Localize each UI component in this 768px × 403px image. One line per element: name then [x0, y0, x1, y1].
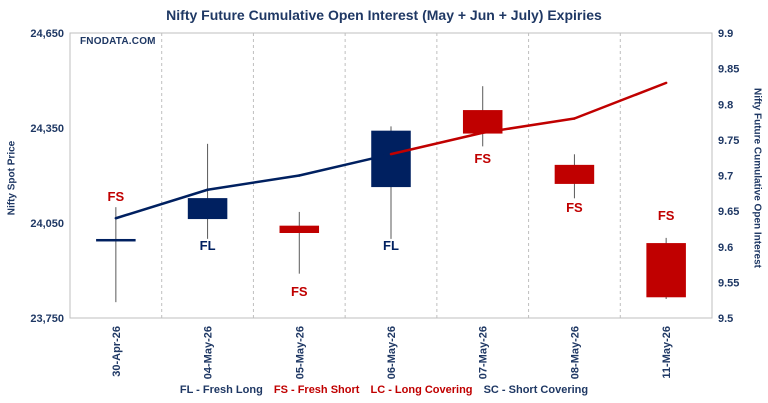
position-label: FS [658, 208, 675, 223]
position-label: FS [291, 284, 308, 299]
position-label: FS [566, 200, 583, 215]
position-label: FL [383, 238, 399, 253]
y-tick-right: 9.75 [718, 135, 739, 147]
oi-line-segment [481, 117, 576, 134]
chart-title: Nifty Future Cumulative Open Interest (M… [166, 7, 602, 23]
x-tick-label: 06-May-26 [386, 326, 398, 379]
candle-body [96, 238, 136, 242]
y-tick-left: 24,350 [30, 123, 64, 135]
y-tick-left: 24,650 [30, 28, 64, 40]
x-tick-label: 11-May-26 [661, 326, 673, 379]
legend-short-covering: SC - Short Covering [483, 384, 589, 396]
y-tick-right: 9.6 [718, 242, 733, 254]
y-tick-right: 9.85 [718, 64, 739, 76]
legend: FL - Fresh Long FS - Fresh Short LC - Lo… [0, 384, 768, 396]
candle-body [187, 198, 228, 220]
oi-line-segment [389, 131, 484, 156]
y-tick-right: 9.8 [718, 99, 733, 111]
watermark: FNODATA.COM [80, 36, 156, 47]
x-tick-label: 30-Apr-26 [111, 326, 123, 377]
oi-line-segment [298, 152, 393, 177]
x-tick-label: 04-May-26 [203, 326, 215, 379]
y-tick-left: 24,050 [30, 218, 64, 230]
y-tick-right: 9.5 [718, 313, 733, 325]
oi-line-segment [573, 81, 668, 120]
y-tick-right: 9.9 [718, 28, 733, 40]
legend-fresh-short: FS - Fresh Short [273, 384, 360, 396]
y-tick-right: 9.65 [718, 206, 739, 218]
candle-body [646, 243, 686, 298]
y-tick-right: 9.55 [718, 277, 739, 289]
candle-body [279, 225, 320, 234]
position-label: FL [200, 238, 216, 253]
x-tick-label: 05-May-26 [294, 326, 306, 379]
position-label: FS [108, 189, 125, 204]
oi-line-segment [114, 188, 209, 220]
y-tick-left: 23,750 [30, 313, 64, 325]
oi-line-segment [206, 174, 301, 191]
x-tick-label: 08-May-26 [569, 326, 581, 379]
x-tick-label: 07-May-26 [478, 326, 490, 379]
position-label: FS [474, 151, 491, 166]
y-tick-right: 9.7 [718, 171, 733, 183]
plot-border [69, 32, 713, 319]
candle-body [554, 164, 595, 184]
candle-body [371, 130, 411, 188]
legend-long-covering: LC - Long Covering [370, 384, 473, 396]
legend-fresh-long: FL - Fresh Long [179, 384, 263, 396]
